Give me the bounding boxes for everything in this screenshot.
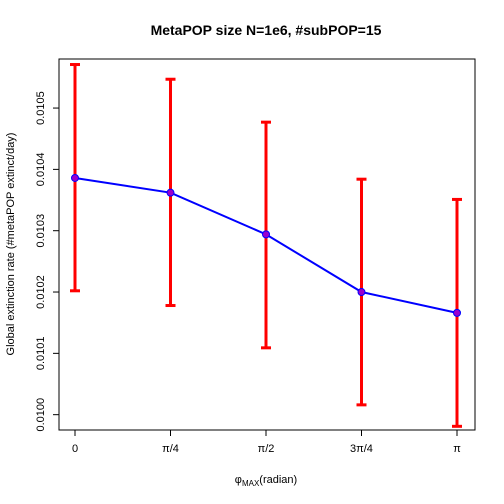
x-tick-label: 0: [72, 443, 78, 455]
x-tick-label: π: [453, 443, 461, 455]
data-point: [453, 308, 461, 317]
chart-title: MetaPOP size N=1e6, #subPOP=15: [151, 22, 382, 38]
data-point: [71, 173, 79, 182]
plot-frame: [58, 58, 476, 431]
x-tick-label: π/4: [162, 443, 179, 455]
y-tick-label: 0.0101: [35, 337, 47, 371]
y-tick-label: 0.0102: [35, 275, 47, 309]
x-axis-label-symbol: φ: [235, 474, 242, 486]
x-axis-label-subscript: MAX: [242, 479, 260, 488]
x-axis-label-suffix: (radian): [259, 474, 297, 486]
y-tick-label: 0.0104: [35, 153, 47, 187]
data-point: [357, 288, 366, 297]
x-axis: 0 π/4 π/2 3π/4 π: [72, 430, 461, 455]
x-axis-label: φMAX(radian): [235, 474, 297, 488]
y-axis-label: Global extinction rate (#metaPOP extinct…: [5, 133, 17, 356]
y-tick-label: 0.0105: [35, 91, 47, 125]
data-point: [166, 188, 175, 197]
y-axis: 0.0100 0.0101 0.0102 0.0103 0.0104 0.0105: [35, 91, 59, 431]
x-tick-label: 3π/4: [350, 443, 373, 455]
data-point: [262, 230, 270, 239]
y-tick-label: 0.0103: [35, 214, 47, 248]
error-bars: [70, 63, 462, 428]
data-points: [71, 173, 461, 317]
y-tick-label: 0.0100: [35, 398, 47, 432]
x-tick-label: π/2: [258, 443, 275, 455]
